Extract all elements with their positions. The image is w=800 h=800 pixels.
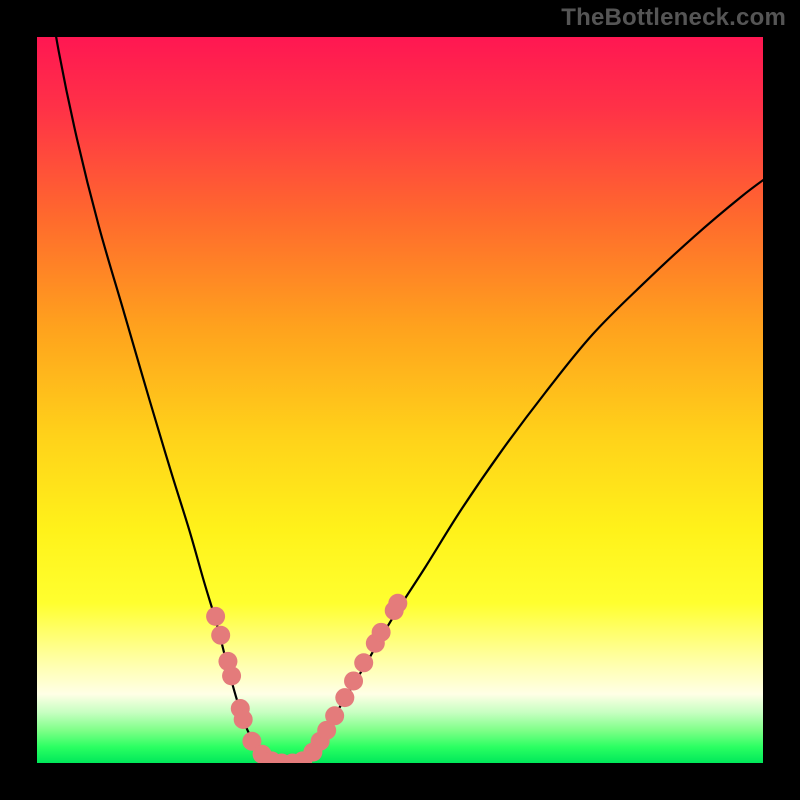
watermark-text: TheBottleneck.com (561, 4, 786, 32)
data-dot (344, 671, 363, 690)
chart-svg (37, 37, 763, 763)
data-dot (211, 626, 230, 645)
data-dot (354, 653, 373, 672)
data-dot (222, 666, 241, 685)
data-dot (388, 594, 407, 613)
data-dot (234, 710, 253, 729)
data-dot (372, 623, 391, 642)
curve-left-path (44, 37, 282, 763)
data-dot (335, 688, 354, 707)
plot-area (37, 37, 763, 763)
data-dot (206, 607, 225, 626)
data-dot (325, 706, 344, 725)
dots-group (206, 594, 407, 763)
